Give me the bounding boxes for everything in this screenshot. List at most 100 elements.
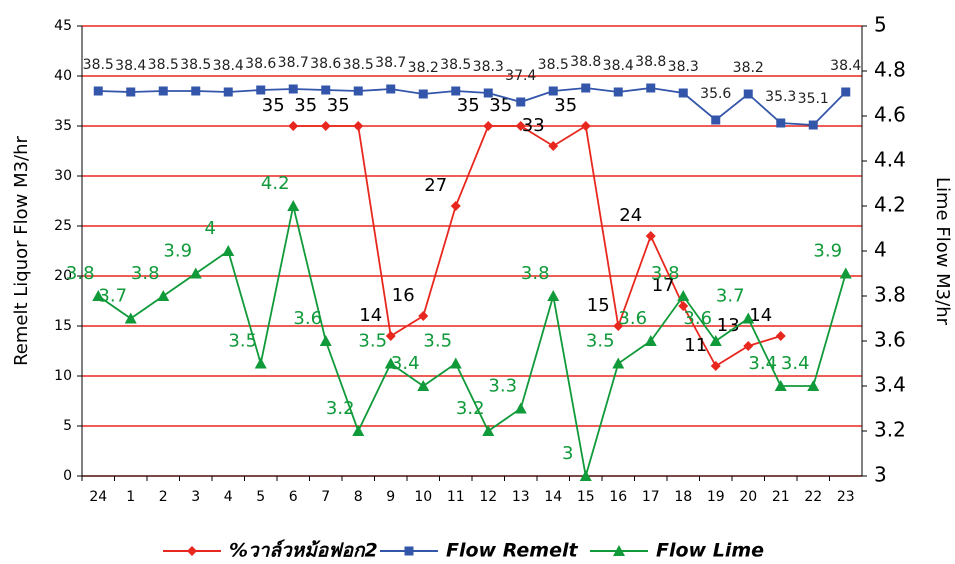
data-point: [450, 201, 461, 211]
data-label: 35: [294, 95, 317, 116]
data-label: 38.2: [408, 60, 439, 76]
data-label: 11: [684, 335, 707, 356]
data-label: 3.6: [618, 308, 647, 329]
y-tick-label: 20: [54, 268, 72, 284]
data-label: 38.4: [213, 58, 244, 74]
data-point: [288, 121, 299, 131]
y-tick-label: 25: [54, 218, 72, 234]
data-point: [613, 321, 624, 331]
x-tick-label: 5: [256, 489, 265, 505]
data-label: 35: [554, 95, 577, 116]
data-label: 4: [205, 218, 216, 239]
data-label: 38.5: [538, 57, 569, 73]
data-point: [385, 331, 396, 341]
data-label: 38.3: [668, 59, 699, 75]
legend-marker: [187, 546, 197, 556]
x-tick-label: 15: [577, 489, 595, 505]
legend-label: %วาล์วหม้อฟอก2: [229, 539, 378, 562]
data-label: 38.4: [115, 58, 146, 74]
data-label: 35: [262, 95, 285, 116]
data-point: [514, 402, 527, 414]
data-point: [189, 267, 202, 279]
data-point: [92, 290, 105, 301]
data-label: 38.4: [603, 58, 634, 74]
data-label: 38.5: [148, 57, 179, 73]
data-label: 38.5: [343, 57, 374, 73]
data-label: 3.6: [293, 308, 322, 329]
y-tick-label: 30: [54, 168, 72, 184]
series-line: [98, 87, 847, 126]
data-label: 38.8: [570, 54, 601, 70]
data-point: [515, 121, 526, 131]
x-tick-label: 1: [126, 489, 135, 505]
data-label: 35.1: [798, 91, 829, 107]
x-tick-label: 16: [609, 489, 627, 505]
data-point: [839, 267, 852, 279]
data-label: 38.5: [180, 57, 211, 73]
data-label: 38.8: [635, 54, 666, 70]
data-point: [386, 84, 396, 94]
x-tick-label: 23: [837, 489, 855, 505]
x-tick-label: 12: [479, 489, 497, 505]
data-label: 3.6: [683, 308, 712, 329]
data-label: 24: [619, 205, 642, 226]
data-point: [223, 87, 233, 97]
data-point: [581, 83, 591, 93]
data-point: [677, 290, 690, 301]
data-point: [613, 87, 623, 97]
x-tick-label: 2: [159, 489, 168, 505]
data-label: 33: [522, 115, 545, 136]
data-point: [678, 301, 689, 311]
data-point: [222, 245, 235, 256]
data-point: [384, 357, 397, 369]
data-point: [417, 380, 430, 391]
y-tick-label: 0: [63, 468, 72, 484]
data-label: 38.6: [245, 56, 276, 72]
data-label: 38.6: [310, 56, 341, 72]
y2-tick-label: 3.6: [874, 328, 906, 352]
data-label: 3.5: [586, 331, 615, 352]
x-tick-label: 10: [414, 489, 432, 505]
data-point: [612, 357, 625, 369]
data-label: 4.2: [261, 173, 290, 194]
y2-tick-label: 5: [874, 13, 887, 37]
data-point: [418, 311, 429, 321]
y2-tick-label: 4.2: [874, 193, 906, 217]
data-point: [644, 335, 657, 346]
x-tick-label: 7: [321, 489, 330, 505]
data-label: 38.5: [440, 57, 471, 73]
x-tick-label: 17: [642, 489, 660, 505]
y2-tick-label: 4.6: [874, 103, 906, 127]
data-point: [93, 86, 103, 96]
y-tick-label: 5: [63, 418, 72, 434]
data-point: [319, 335, 332, 346]
legend-marker: [613, 545, 625, 556]
y2-tick-label: 3.8: [874, 283, 906, 307]
data-label: 35: [457, 95, 480, 116]
series-line: [293, 124, 782, 368]
y2-tick-label: 3.4: [874, 373, 906, 397]
y-tick-label: 45: [54, 18, 72, 34]
data-point: [288, 84, 298, 94]
series-line: [97, 205, 847, 477]
data-label: 14: [359, 305, 382, 326]
data-label: 3.5: [423, 331, 452, 352]
data-point: [548, 86, 558, 96]
data-label: 3.2: [326, 398, 355, 419]
x-tick-label: 8: [354, 489, 363, 505]
data-label: 3.4: [781, 353, 810, 374]
x-tick-label: 4: [224, 489, 233, 505]
y2-tick-label: 4: [874, 238, 887, 262]
y2-tick-label: 4.4: [874, 148, 906, 172]
data-label: 14: [749, 305, 772, 326]
data-point: [841, 87, 851, 97]
data-point: [807, 380, 820, 391]
data-label: 3.3: [488, 376, 517, 397]
x-tick-label: 19: [707, 489, 725, 505]
data-point: [256, 85, 266, 95]
data-point: [320, 121, 331, 131]
data-point: [352, 425, 365, 436]
data-label: 35.6: [700, 86, 731, 102]
data-point: [483, 121, 494, 131]
